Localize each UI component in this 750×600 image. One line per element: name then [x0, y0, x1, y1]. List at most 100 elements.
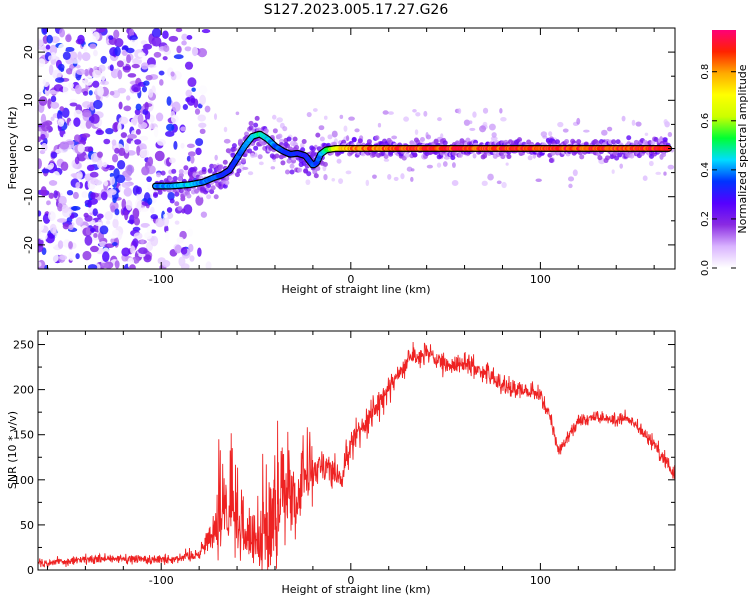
noise-blob [141, 55, 148, 64]
ridge-halo [172, 175, 178, 181]
ridge-halo [653, 137, 659, 143]
noise-blob [126, 54, 132, 64]
noise-blob [168, 157, 176, 164]
noise-blob [137, 52, 146, 58]
y-tick-label: 200 [13, 384, 34, 397]
colorbar-tick-label: 0.2 [700, 211, 711, 227]
noise-blob [479, 125, 487, 133]
noise-blob [65, 34, 72, 43]
ridge-halo [301, 139, 307, 145]
noise-blob [89, 228, 96, 233]
ridge-halo [315, 132, 321, 138]
noise-blob [128, 28, 135, 37]
noise-blob [129, 214, 135, 225]
ridge-halo [306, 171, 312, 177]
ridge-halo [457, 152, 463, 158]
noise-blob [126, 47, 135, 54]
noise-blob [103, 138, 111, 145]
noise-blob [38, 81, 45, 93]
ridge-halo [174, 191, 180, 197]
noise-blob [73, 109, 83, 119]
noise-blob [535, 178, 542, 183]
noise-blob [57, 203, 63, 212]
spectrogram-image [38, 28, 675, 269]
noise-blob [48, 179, 58, 186]
noise-blob [121, 50, 128, 56]
noise-blob [108, 35, 114, 40]
noise-blob [400, 173, 405, 180]
noise-blob [40, 121, 51, 132]
noise-blob [85, 120, 92, 129]
ridge-halo [277, 133, 283, 139]
noise-blob [170, 71, 175, 77]
noise-blob [77, 51, 83, 62]
noise-blob [667, 132, 673, 138]
colorbar-gradient [712, 30, 736, 268]
noise-blob [382, 110, 389, 115]
noise-blob [38, 261, 42, 267]
noise-blob [606, 126, 613, 132]
noise-blob [68, 224, 74, 231]
noise-blob [387, 111, 394, 115]
y-tick-label: 150 [13, 429, 34, 442]
noise-blob [140, 40, 148, 45]
ridge-halo [289, 163, 295, 169]
noise-blob [197, 114, 207, 122]
noise-blob [59, 141, 70, 150]
ridge-halo [222, 159, 228, 165]
noise-blob [168, 35, 179, 42]
noise-blob [184, 46, 192, 52]
noise-blob [631, 119, 636, 126]
noise-blob [100, 262, 110, 269]
noise-blob [199, 128, 206, 135]
noise-blob [127, 73, 137, 78]
ridge-halo [168, 176, 174, 182]
noise-blob [339, 114, 344, 120]
noise-blob [423, 110, 428, 117]
ridge-halo [231, 146, 237, 152]
noise-blob [40, 186, 47, 197]
ridge-halo [160, 170, 166, 176]
ridge-halo [171, 168, 177, 174]
noise-blob [50, 36, 60, 44]
noise-blob [141, 166, 150, 176]
noise-blob [53, 190, 58, 199]
noise-blob [81, 191, 88, 198]
noise-blob [132, 238, 139, 248]
noise-blob [663, 171, 667, 176]
noise-blob [242, 166, 249, 170]
noise-blob [619, 163, 624, 169]
ridge-halo [186, 193, 192, 199]
noise-blob [644, 132, 649, 136]
x-tick-label: 0 [347, 574, 354, 587]
noise-blob [201, 28, 211, 34]
noise-blob [57, 240, 64, 249]
noise-blob [190, 155, 195, 164]
noise-blob [153, 126, 159, 138]
noise-blob [499, 108, 503, 114]
noise-blob [195, 147, 202, 156]
noise-blob [312, 108, 318, 112]
noise-blob [62, 84, 69, 95]
ridge-halo [336, 158, 342, 164]
noise-blob [114, 46, 121, 57]
noise-blob [323, 115, 328, 120]
noise-blob [174, 220, 180, 225]
noise-blob [55, 77, 65, 83]
noise-blob [114, 133, 121, 143]
noise-blob [155, 112, 164, 122]
noise-blob [76, 171, 83, 180]
noise-blob [472, 153, 477, 159]
noise-blob [151, 36, 162, 47]
noise-blob [74, 84, 82, 95]
noise-blob [68, 82, 74, 89]
noise-blob [38, 38, 44, 47]
noise-blob [62, 51, 71, 60]
noise-blob [49, 44, 58, 55]
noise-blob [176, 236, 184, 244]
noise-blob [164, 230, 170, 242]
ridge-halo [286, 136, 292, 142]
noise-blob [205, 261, 212, 269]
colorbar-tick-label: 0.0 [700, 260, 711, 276]
